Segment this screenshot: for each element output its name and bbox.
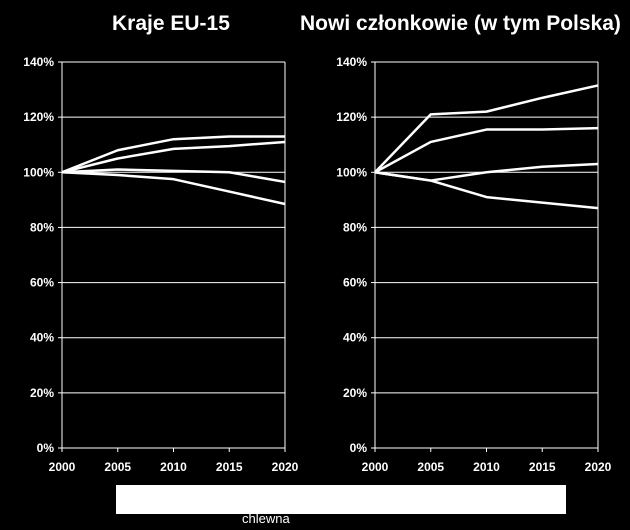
series-line-2: [374, 126, 599, 174]
y-tick-label: 60%: [30, 276, 54, 290]
y-tick-label: 140%: [23, 55, 54, 69]
chart-title-eu15: Kraje EU-15: [112, 12, 230, 35]
series-line-4: [61, 171, 286, 206]
x-tick-label: 2000: [362, 460, 389, 474]
legend-text: chlewna: [242, 511, 290, 526]
y-tick-label: 80%: [343, 220, 367, 234]
y-tick-label: 0%: [37, 441, 55, 455]
y-tick-label: 40%: [343, 331, 367, 345]
x-tick-label: 2000: [49, 460, 76, 474]
legend-box: [116, 485, 566, 514]
y-tick-label: 60%: [343, 276, 367, 290]
x-tick-label: 2010: [473, 460, 500, 474]
chart-title-new-members: Nowi członkowie (w tym Polska): [300, 12, 621, 35]
series-line-4: [374, 171, 599, 210]
y-tick-label: 20%: [30, 386, 54, 400]
y-tick-label: 40%: [30, 331, 54, 345]
y-tick-label: 140%: [336, 55, 367, 69]
x-tick-label: 2020: [272, 460, 299, 474]
x-tick-label: 2015: [529, 460, 556, 474]
series-line-1: [374, 84, 599, 174]
x-tick-label: 2010: [160, 460, 187, 474]
x-tick-label: 2005: [417, 460, 444, 474]
y-tick-label: 100%: [23, 165, 54, 179]
series-line-1: [61, 135, 285, 174]
x-tick-label: 2020: [585, 460, 612, 474]
series-line-3: [61, 168, 286, 184]
y-tick-label: 100%: [336, 165, 367, 179]
y-tick-label: 80%: [30, 220, 54, 234]
y-tick-label: 120%: [336, 110, 367, 124]
y-tick-label: 0%: [350, 441, 368, 455]
chart-new-members: 0% 20% 40% 60% 80% 100% 120% 140% 2000 2005 2010 20…: [336, 55, 612, 474]
x-tick-label: 2015: [216, 460, 243, 474]
y-tick-label: 20%: [343, 386, 367, 400]
y-tick-label: 120%: [23, 110, 54, 124]
series-line-2: [61, 140, 286, 174]
chart-eu15: 0% 20% 40% 60% 80% 100% 120% 140% 2000 2005 2010 20…: [23, 55, 299, 474]
x-tick-label: 2005: [104, 460, 131, 474]
